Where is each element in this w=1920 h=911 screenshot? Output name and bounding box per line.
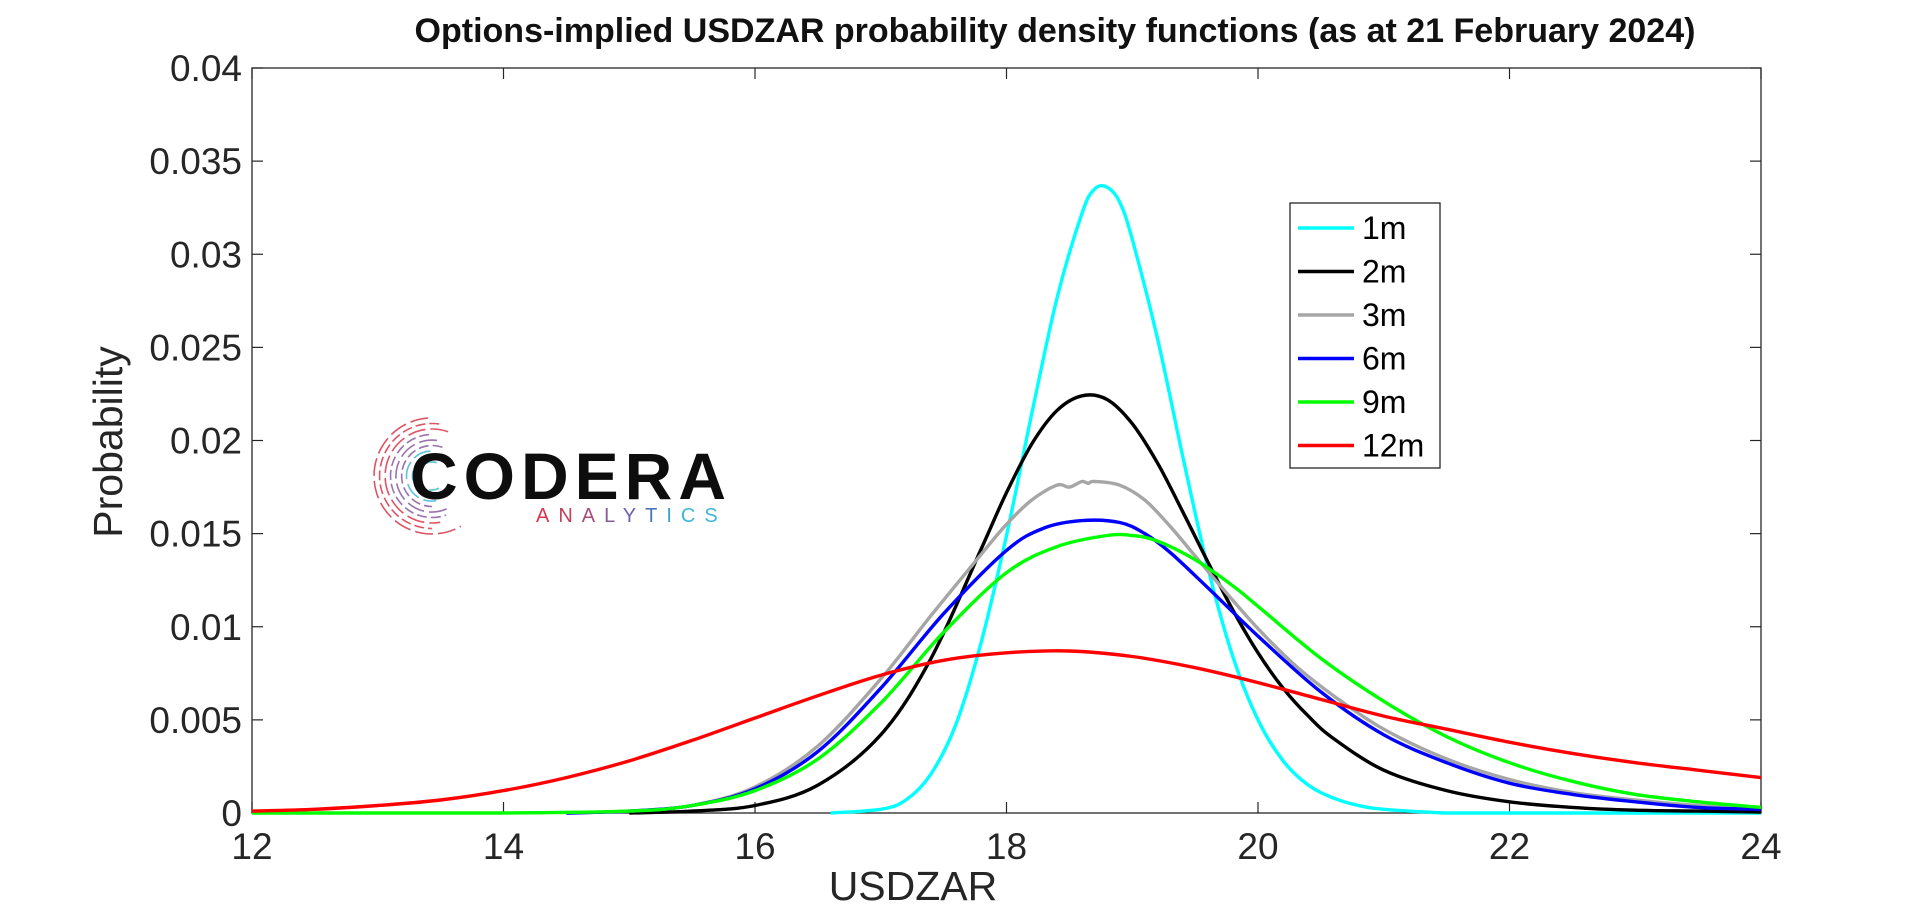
y-axis-title: Probability: [85, 346, 131, 538]
y-axis-ticks: 0 0.005 0.01 0.015 0.02 0.025 0.03 0.035 0.04: [149, 48, 1761, 834]
series-lines: [251, 183, 1762, 815]
plot-area: [251, 67, 1762, 814]
legend-box: [1289, 202, 1441, 469]
x-tick-label: 20: [1237, 826, 1278, 867]
y-tick-label: 0: [221, 793, 242, 834]
y-tick-label: 0.01: [170, 607, 242, 648]
x-axis-title: USDZAR: [829, 863, 998, 909]
legend-label: 12m: [1362, 428, 1424, 464]
y-tick-label: 0.035: [149, 141, 242, 182]
x-axis-ticks: 12 14 16 18 20 22 24: [231, 68, 1782, 867]
y-tick-label: 0.02: [170, 421, 242, 462]
series-line-6m: [566, 518, 1762, 815]
x-tick-label: 18: [986, 826, 1027, 867]
legend-label: 1m: [1362, 210, 1406, 246]
chart-title: Options-implied USDZAR probability densi…: [415, 12, 1696, 50]
x-tick-label: 16: [734, 826, 775, 867]
logo-arc: [373, 417, 462, 535]
y-tick-label: 0.005: [149, 700, 242, 741]
logo-arcs: [373, 417, 462, 535]
series-line-9m: [252, 532, 1762, 815]
logo-arc: [400, 444, 443, 508]
series-line-12m: [251, 649, 1762, 813]
plot-frame: [251, 67, 1762, 814]
logo-arc: [405, 450, 437, 502]
series-line-1m: [830, 183, 1761, 815]
logo-arc: [395, 439, 451, 513]
logo-arc: [378, 422, 440, 530]
series-line-2m: [629, 393, 1762, 815]
y-tick-label: 0.025: [149, 327, 242, 368]
legend: 1m 2m 3m 6m 9m 12m: [1289, 202, 1441, 469]
series-line-3m: [566, 479, 1762, 815]
logo-arc: [384, 428, 449, 524]
logo-tagline: ANALYTICS: [536, 505, 727, 527]
legend-label: 2m: [1362, 254, 1406, 290]
logo-arc: [411, 455, 439, 497]
legend-label: 9m: [1362, 384, 1406, 420]
x-tick-label: 22: [1489, 826, 1530, 867]
x-tick-label: 12: [231, 826, 272, 867]
legend-label: 6m: [1362, 341, 1406, 377]
x-tick-label: 24: [1740, 826, 1781, 867]
x-tick-label: 14: [483, 826, 524, 867]
codera-logo: CODERA ANALYTICS: [373, 417, 732, 535]
y-tick-label: 0.03: [170, 234, 242, 275]
y-tick-label: 0.015: [149, 514, 242, 555]
y-tick-label: 0.04: [170, 48, 242, 89]
logo-arc: [417, 461, 440, 491]
logo-wordmark: CODERA: [410, 439, 732, 513]
logo-arc: [389, 433, 447, 519]
legend-label: 3m: [1362, 297, 1406, 333]
